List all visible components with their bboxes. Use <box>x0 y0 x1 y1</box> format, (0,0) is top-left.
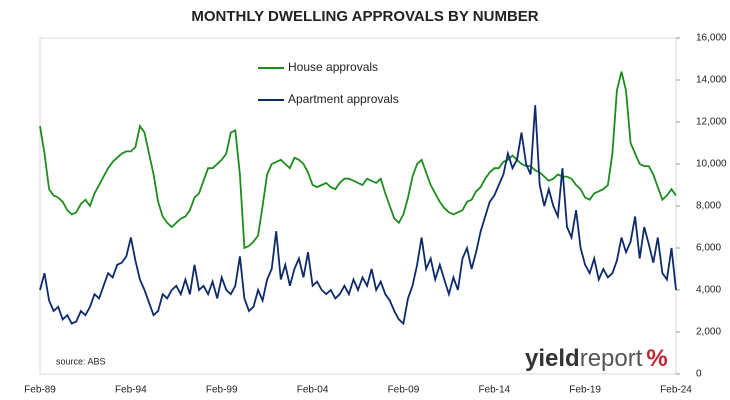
chart-title: MONTHLY DWELLING APPROVALS BY NUMBER <box>191 8 538 25</box>
series-line <box>39 71 677 250</box>
x-tick-label: Feb-19 <box>569 385 601 396</box>
logo-part: yield <box>525 345 580 372</box>
series-line <box>39 105 677 326</box>
y-tick-label: 12,000 <box>696 117 727 128</box>
x-tick-label: Feb-99 <box>206 385 238 396</box>
x-tick-label: Feb-89 <box>24 385 56 396</box>
logo-symbol: % <box>646 345 667 372</box>
y-tick-label: 4,000 <box>696 285 721 296</box>
legend-label: Apartment approvals <box>288 92 399 106</box>
y-tick-label: 16,000 <box>696 33 727 44</box>
logo-part: report <box>580 345 643 372</box>
y-tick-label: 10,000 <box>696 159 727 170</box>
legend-label: House approvals <box>288 60 378 74</box>
y-tick-label: 8,000 <box>696 201 721 212</box>
y-tick-label: 0 <box>696 369 702 380</box>
source-note: source: ABS <box>56 356 106 366</box>
y-tick-label: 2,000 <box>696 327 721 338</box>
y-tick-label: 14,000 <box>696 75 727 86</box>
y-tick-label: 6,000 <box>696 243 721 254</box>
x-tick-label: Feb-04 <box>297 385 329 396</box>
x-tick-label: Feb-09 <box>388 385 420 396</box>
plot-frame <box>39 37 677 375</box>
logo: yieldreport% <box>525 345 668 372</box>
x-tick-label: Feb-24 <box>660 385 692 396</box>
x-tick-label: Feb-14 <box>478 385 510 396</box>
x-tick-label: Feb-94 <box>115 385 147 396</box>
